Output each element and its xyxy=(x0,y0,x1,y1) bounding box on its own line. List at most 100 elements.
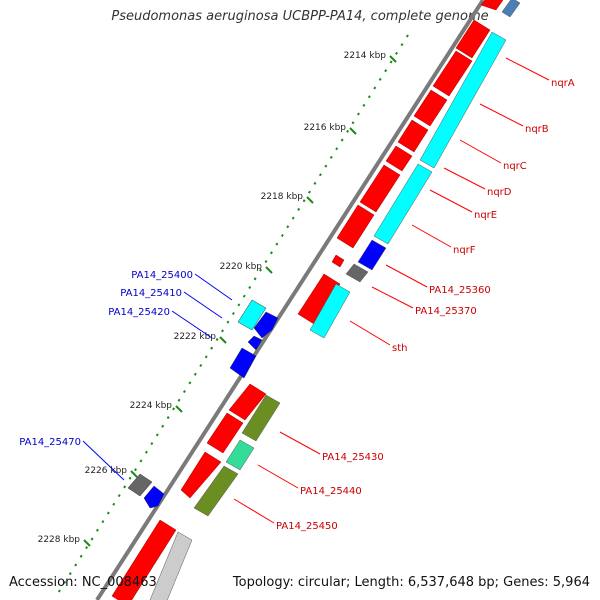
left-gene-labels: PA14_25400 PA14_25410 PA14_25420 PA14_25470 xyxy=(19,270,233,481)
label-connector xyxy=(385,264,428,288)
tick-dot xyxy=(346,129,350,133)
tick-dot xyxy=(373,86,377,90)
tick-dot xyxy=(286,225,290,229)
major-tick xyxy=(389,55,397,63)
gene-box xyxy=(501,0,521,18)
label-connector xyxy=(459,139,502,164)
tick-dot xyxy=(188,381,192,385)
gene-arrow xyxy=(228,383,267,421)
label-connector xyxy=(171,310,213,339)
tick-dot xyxy=(340,138,344,142)
tick-labels: 2214 kbp 2216 kbp 2218 kbp 2220 kbp 2222 kbp… xyxy=(38,51,397,547)
tick-label: 2220 kbp xyxy=(220,262,263,272)
genome-backbone xyxy=(95,0,485,600)
gene-arrow xyxy=(385,145,413,172)
tick-dot xyxy=(123,485,127,489)
gene-arrow xyxy=(331,254,345,268)
gene-box xyxy=(345,263,369,283)
tick-dot xyxy=(291,216,295,220)
tick-dot xyxy=(384,69,388,73)
tick-dot xyxy=(351,121,355,125)
gene-arrow xyxy=(413,89,448,127)
gene-arrow xyxy=(432,50,473,97)
tick-dot xyxy=(389,60,393,64)
gene-label: PA14_25450 xyxy=(276,521,338,532)
label-connector xyxy=(429,189,473,213)
major-tick xyxy=(349,127,357,135)
tick-dot xyxy=(367,95,371,99)
tick-dot xyxy=(101,520,105,524)
gene-box xyxy=(373,163,433,245)
tick-label: 2214 kbp xyxy=(344,51,387,61)
tick-label: 2218 kbp xyxy=(261,192,304,202)
tick-label: 2222 kbp xyxy=(174,332,217,342)
gene-box xyxy=(309,283,351,339)
tick-dot xyxy=(248,285,252,289)
gene-label: nqrF xyxy=(453,245,476,256)
major-tick xyxy=(175,405,183,413)
tick-dot xyxy=(270,251,273,255)
tick-dot xyxy=(161,424,165,428)
tick-dot xyxy=(144,450,148,454)
tick-dot xyxy=(74,563,78,567)
label-connector xyxy=(371,286,414,309)
gene-label: PA14_25360 xyxy=(429,285,491,296)
gene-arrow xyxy=(247,335,263,351)
tick-dot xyxy=(259,268,263,272)
tick-dot xyxy=(242,294,246,298)
tick-dot xyxy=(297,207,301,211)
tick-dot xyxy=(362,103,366,107)
tick-dot xyxy=(405,34,409,38)
gene-label: nqrE xyxy=(474,210,497,221)
gene-label: PA14_25370 xyxy=(415,306,477,317)
gene-box xyxy=(357,239,387,271)
label-connector xyxy=(257,464,299,489)
gene-label: nqrB xyxy=(525,124,549,135)
tick-dot xyxy=(329,155,333,159)
tick-dot xyxy=(128,476,132,480)
tick-label: 2224 kbp xyxy=(130,401,173,411)
gene-arrow xyxy=(480,0,504,11)
tick-dot xyxy=(324,164,328,168)
major-tick xyxy=(265,266,273,274)
map-title: Pseudomonas aeruginosa UCBPP-PA14, compl… xyxy=(111,9,489,24)
tick-dot xyxy=(237,303,241,307)
label-connector xyxy=(279,431,321,455)
forward-strand-genes xyxy=(111,0,504,600)
gene-arrow xyxy=(455,19,491,59)
gene-label: PA14_25440 xyxy=(300,486,362,497)
tick-dot xyxy=(210,346,214,350)
tick-dot xyxy=(199,364,203,368)
gene-box xyxy=(127,473,153,497)
gene-label: PA14_25430 xyxy=(322,452,384,463)
tick-dot xyxy=(150,442,154,446)
major-tick xyxy=(219,336,227,344)
gene-label: nqrC xyxy=(503,161,527,172)
right-gene-labels: nqrA nqrB nqrC nqrD nqrE nqrF PA14_25360 PA14_2… xyxy=(233,57,575,532)
gene-arrow xyxy=(143,485,165,509)
tick-dot xyxy=(302,199,306,203)
accession-text: Accession: NC_008463 xyxy=(9,575,157,590)
tick-dot xyxy=(166,416,170,420)
tick-dot xyxy=(68,572,72,576)
label-connector xyxy=(349,320,391,346)
topology-summary: Topology: circular; Length: 6,537,648 bp… xyxy=(232,575,590,590)
label-connector xyxy=(411,224,452,248)
tick-label: 2226 kbp xyxy=(85,466,128,476)
gene-box xyxy=(225,439,255,471)
tick-dot xyxy=(231,311,235,316)
gene-arrow xyxy=(111,519,177,600)
left-track-genes xyxy=(127,299,279,509)
tick-dot xyxy=(63,580,67,584)
gene-arrow xyxy=(253,311,279,339)
tick-dot xyxy=(85,546,89,550)
tick-dot xyxy=(221,329,224,333)
label-connector xyxy=(82,440,125,481)
tick-dot xyxy=(155,433,159,437)
gene-box xyxy=(419,31,507,169)
label-connector xyxy=(194,273,233,301)
tick-dot xyxy=(357,112,360,116)
tick-dot xyxy=(96,528,99,532)
gene-arrow xyxy=(336,204,375,249)
tick-dot xyxy=(139,459,143,463)
